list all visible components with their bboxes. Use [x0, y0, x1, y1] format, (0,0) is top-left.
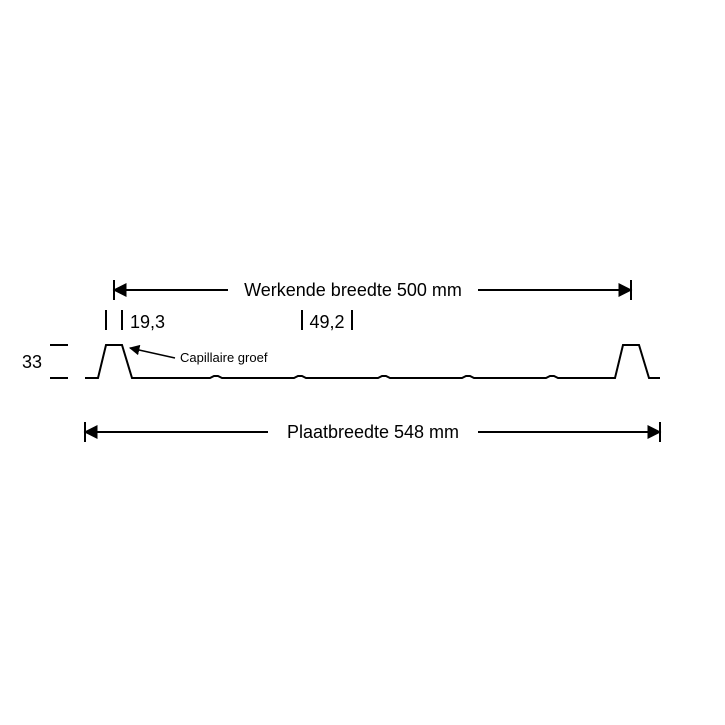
plate-width-label: Plaatbreedte 548 mm — [287, 422, 459, 442]
plate-width-dimension: Plaatbreedte 548 mm — [85, 422, 660, 442]
top-narrow-label: 19,3 — [130, 312, 165, 332]
working-width-dimension: Werkende breedte 500 mm — [114, 280, 631, 300]
profile-outline — [85, 345, 660, 378]
capillary-callout: Capillaire groef — [130, 348, 268, 365]
mid-wide-dimension: 49,2 — [302, 310, 352, 332]
top-narrow-dimension: 19,3 — [106, 310, 165, 332]
working-width-label: Werkende breedte 500 mm — [244, 280, 462, 300]
capillary-label: Capillaire groef — [180, 350, 268, 365]
mid-wide-label: 49,2 — [309, 312, 344, 332]
profile-cross-section-diagram: 33 Werkende breedte 500 mm 19,3 49,2 Cap… — [0, 0, 725, 725]
height-label: 33 — [22, 352, 42, 372]
